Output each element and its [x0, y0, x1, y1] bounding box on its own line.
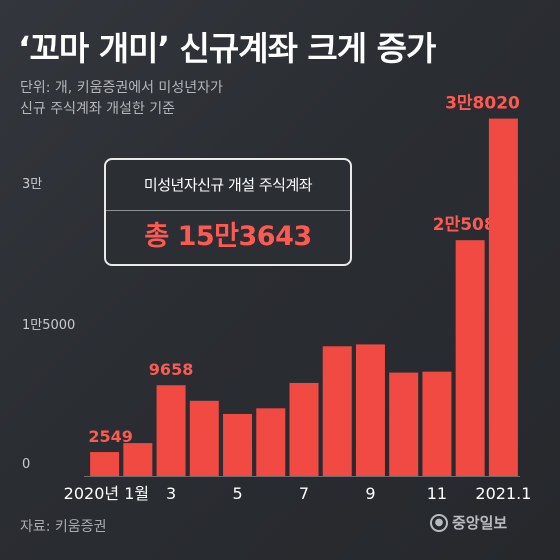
bar [389, 372, 419, 476]
source-note: 자료: 키움증권 [20, 519, 107, 535]
data-label: 3만8020 [445, 94, 520, 114]
x-tick-label: 11 [427, 484, 447, 503]
x-tick-label: 5 [232, 484, 242, 503]
x-tick-label: 2020년 1월 [64, 484, 149, 503]
x-tick-label: 3 [166, 484, 176, 503]
total-callout-value: 총 15만3643 [144, 221, 312, 252]
logo-mark-icon: ● [430, 513, 448, 532]
bar [90, 452, 120, 476]
y-tick-label: 1만5000 [22, 318, 75, 333]
bar [455, 240, 485, 476]
bar [322, 346, 352, 476]
y-tick-label: 0 [22, 457, 30, 472]
x-tick-label: 2021.1 [475, 484, 531, 503]
total-callout: 미성년자신규 개설 주식계좌 총 15만3643 [104, 158, 352, 266]
chart-title: ‘꼬마 개미’ 신규계좌 크게 증가 [18, 29, 436, 68]
publisher-logo: ● 중앙일보 [430, 512, 507, 533]
bar [488, 118, 518, 476]
x-tick-label: 9 [365, 484, 375, 503]
y-tick-label: 3만 [22, 177, 42, 192]
data-label: 9658 [149, 360, 194, 379]
x-tick-label: 7 [299, 484, 309, 503]
bar [289, 382, 319, 476]
total-callout-label: 미성년자신규 개설 주식계좌 [106, 160, 350, 211]
bar [422, 371, 452, 476]
bar [189, 400, 219, 476]
logo-text: 중앙일보 [452, 514, 508, 532]
bar [223, 413, 253, 476]
bar [355, 344, 385, 476]
bar [256, 408, 286, 476]
chart-subtitle: 단위: 개, 키움증권에서 미성년자가 신규 주식계좌 개설한 기준 [20, 80, 223, 117]
bar [156, 385, 186, 476]
bar [123, 443, 153, 476]
data-label: 2549 [88, 427, 133, 446]
